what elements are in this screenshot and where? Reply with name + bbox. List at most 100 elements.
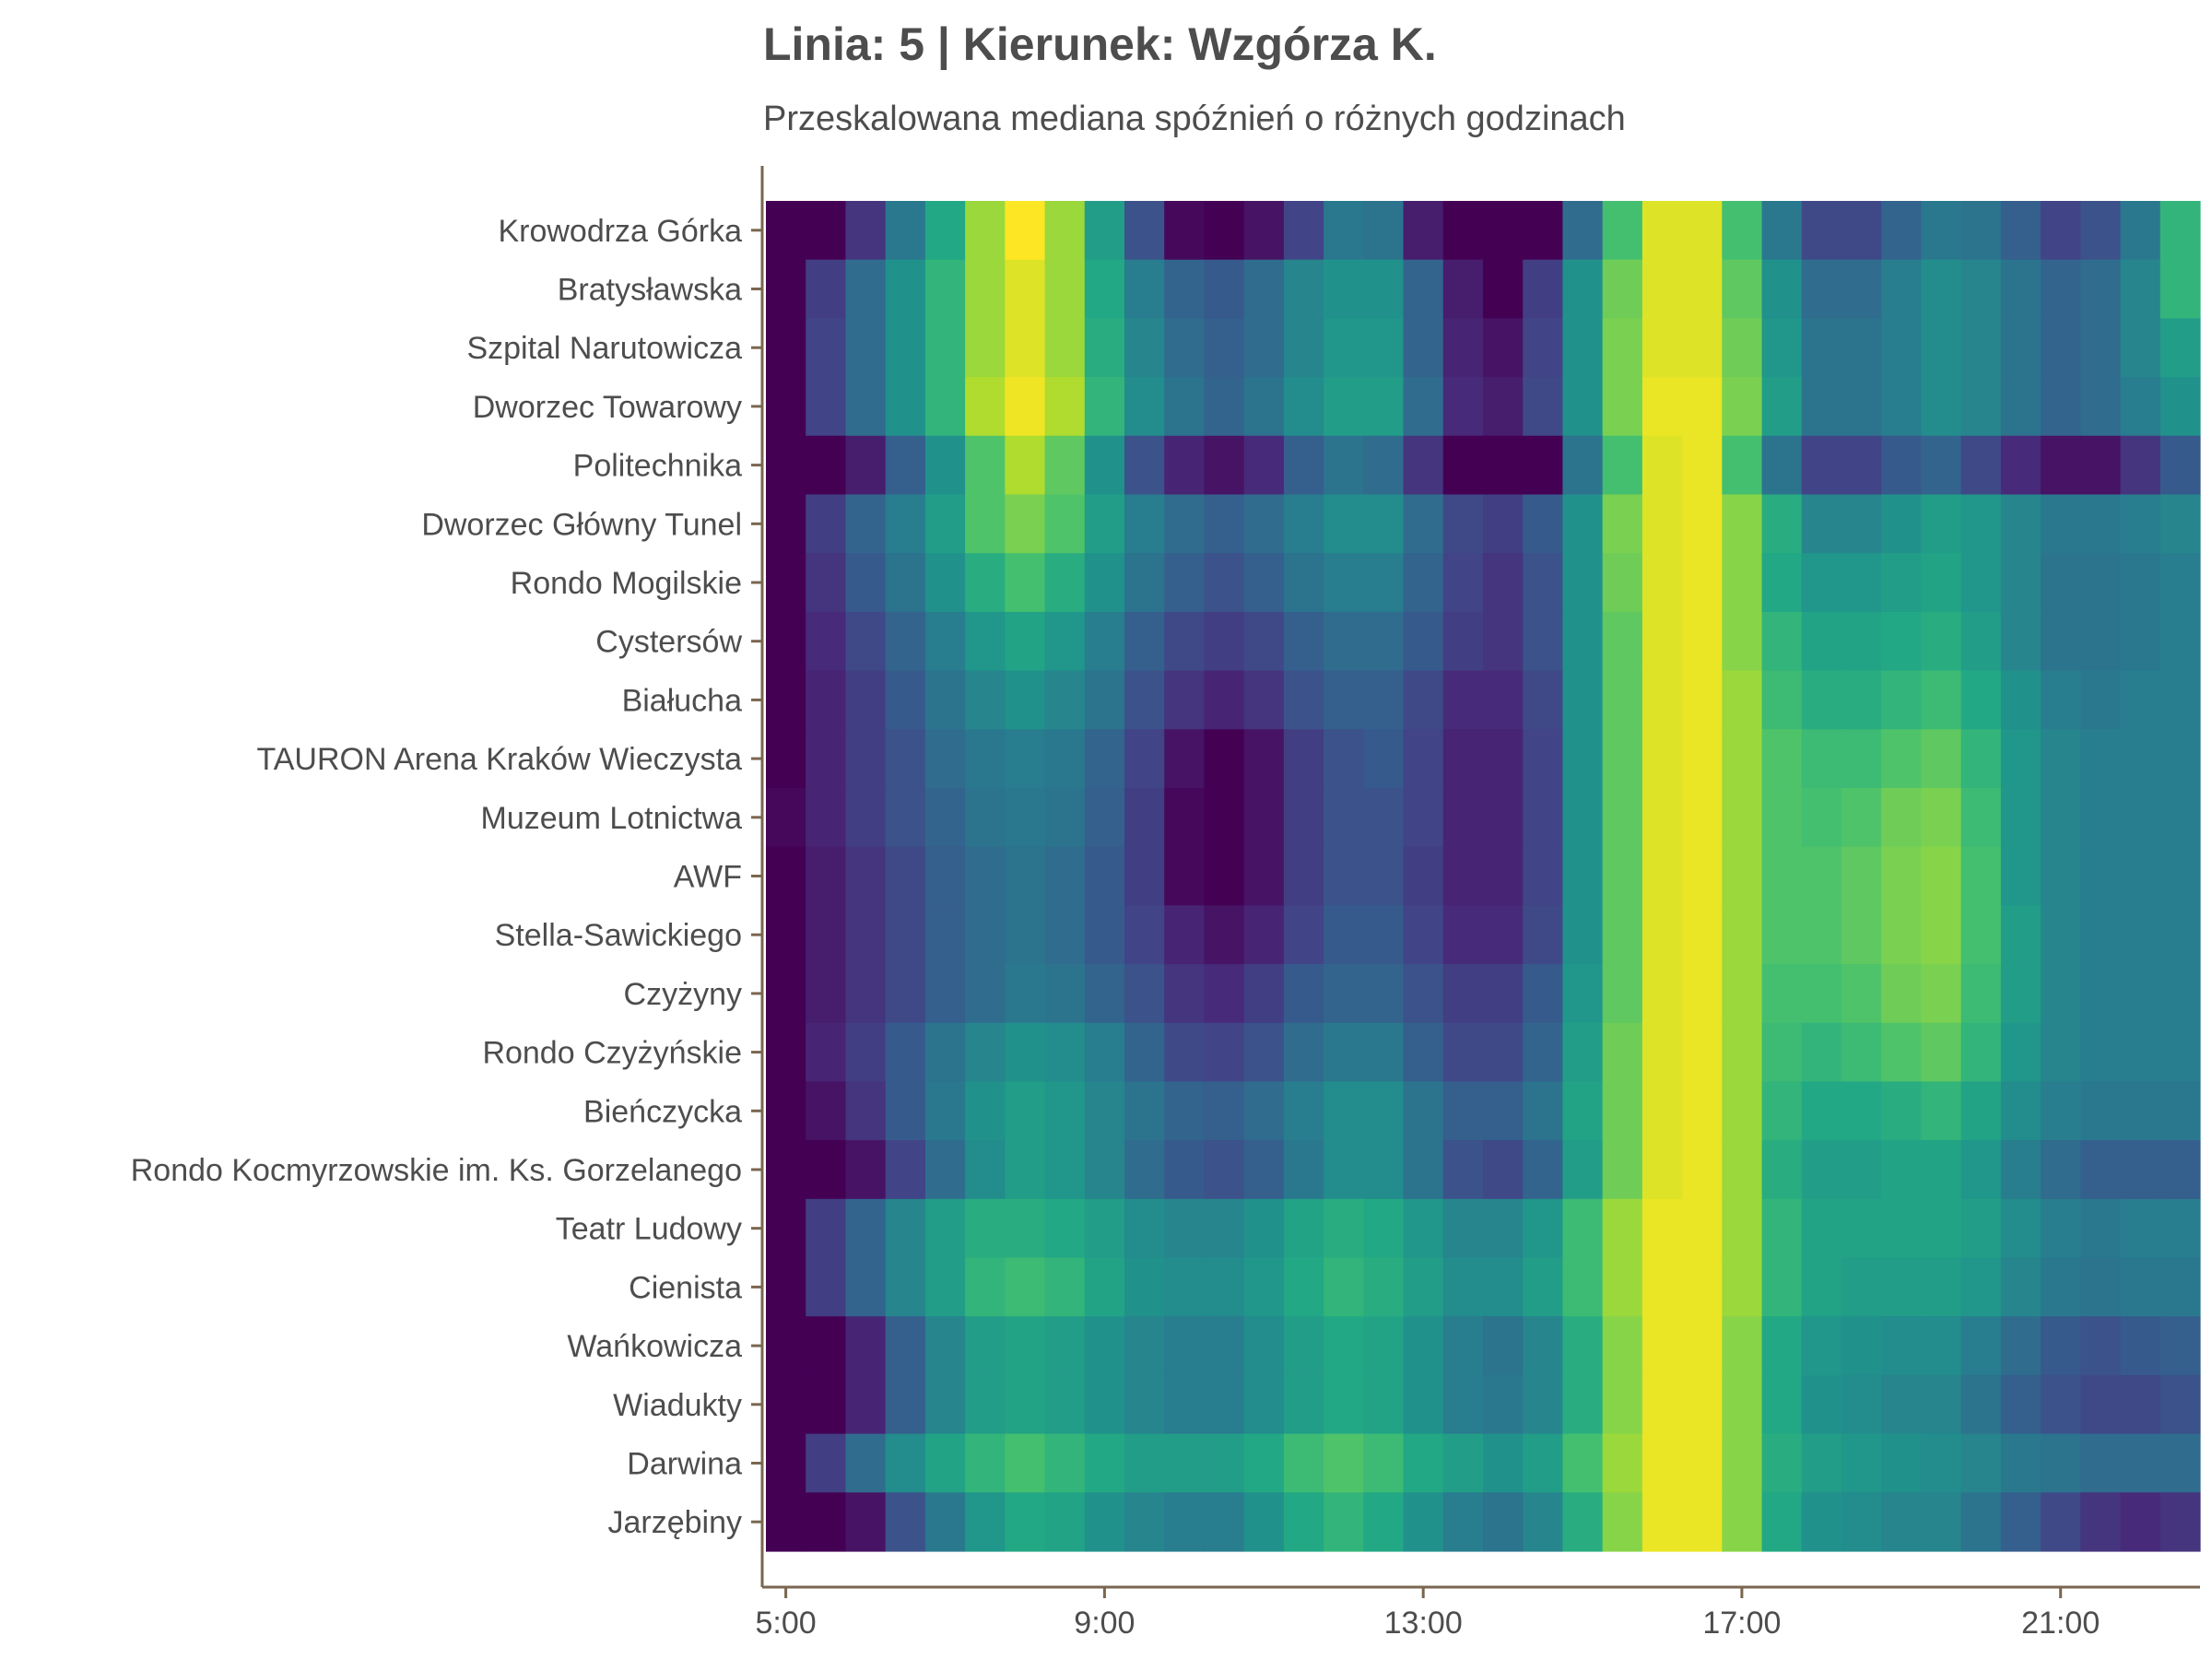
heatmap-cell: [1403, 787, 1444, 848]
heatmap-cell: [1442, 1140, 1484, 1200]
heatmap-cell: [1403, 1022, 1444, 1083]
heatmap-cell: [2041, 611, 2081, 672]
heatmap-cell: [1722, 1081, 1763, 1141]
heatmap-cell: [2080, 729, 2122, 789]
heatmap-cell: [1044, 201, 1086, 261]
heatmap-cell: [2000, 553, 2041, 613]
heatmap-cell: [1044, 1433, 1086, 1493]
heatmap-cell: [1084, 1140, 1125, 1200]
heatmap-cell: [1164, 1022, 1206, 1083]
heatmap-cell: [1164, 1140, 1206, 1200]
heatmap-cell: [1084, 1492, 1125, 1552]
heatmap-cell: [1761, 553, 1803, 613]
heatmap-cell: [1722, 435, 1763, 496]
heatmap-cell: [1124, 964, 1165, 1024]
heatmap-cell: [1523, 1081, 1564, 1141]
heatmap-cell: [1164, 259, 1206, 319]
heatmap-cell: [1682, 729, 1723, 789]
heatmap-cell: [1562, 611, 1604, 672]
heatmap-cell: [1005, 1081, 1046, 1141]
heatmap-cell: [1921, 259, 1962, 319]
heatmap-cell: [965, 318, 1006, 378]
heatmap-cell: [1483, 846, 1524, 906]
heatmap-cell: [1602, 259, 1643, 319]
heatmap-cell: [1960, 201, 2002, 261]
heatmap-cell: [1164, 1257, 1206, 1317]
heatmap-cell: [1044, 1081, 1086, 1141]
heatmap-cell: [1044, 1257, 1086, 1317]
heatmap-cell: [806, 1140, 847, 1200]
heatmap-cell: [2120, 905, 2161, 965]
heatmap-cell: [2041, 201, 2081, 261]
heatmap-cell: [2000, 1022, 2041, 1083]
heatmap-cell: [1761, 1257, 1803, 1317]
heatmap-cell: [2159, 611, 2201, 672]
heatmap-cell: [1243, 729, 1285, 789]
heatmap-cell: [1641, 318, 1683, 378]
heatmap-cell: [845, 377, 887, 437]
heatmap-cell: [766, 1433, 806, 1493]
heatmap-cell: [2159, 1140, 2201, 1200]
heatmap-cell: [1682, 318, 1723, 378]
heatmap-cell: [2080, 1081, 2122, 1141]
heatmap-cell: [2041, 1140, 2081, 1200]
heatmap-cell: [1761, 787, 1803, 848]
heatmap-cell: [2080, 1433, 2122, 1493]
heatmap-cell: [1841, 1022, 1882, 1083]
heatmap-cell: [1921, 201, 1962, 261]
heatmap-cell: [1881, 201, 1923, 261]
heatmap-cell: [1881, 1316, 1923, 1376]
heatmap-cell: [1761, 1022, 1803, 1083]
heatmap-cell: [1562, 846, 1604, 906]
heatmap-cell: [806, 494, 847, 554]
heatmap-cell: [1801, 1374, 1842, 1435]
heatmap-cell: [1124, 670, 1165, 730]
heatmap-cell: [1005, 611, 1046, 672]
heatmap-cell: [885, 964, 926, 1024]
heatmap-cell: [2080, 905, 2122, 965]
heatmap-cell: [2000, 494, 2041, 554]
heatmap-cell: [1324, 553, 1364, 613]
heatmap-cell: [1243, 435, 1285, 496]
heatmap-cell: [1523, 494, 1564, 554]
heatmap-cell: [845, 1492, 887, 1552]
heatmap-cell: [1801, 377, 1842, 437]
heatmap-cell: [1084, 1433, 1125, 1493]
heatmap-cell: [1841, 377, 1882, 437]
heatmap-cell: [885, 1374, 926, 1435]
heatmap-cell: [965, 1433, 1006, 1493]
heatmap-cell: [1005, 1022, 1046, 1083]
x-axis-labels: 5:00 9:00 13:00 17:00 21:00: [756, 1587, 2100, 1641]
heatmap-cell: [1005, 964, 1046, 1024]
heatmap-cell: [1602, 1316, 1643, 1376]
heatmap-cell: [885, 1257, 926, 1317]
heatmap-cell: [1801, 905, 1842, 965]
heatmap-cell: [2000, 435, 2041, 496]
heatmap-cell: [1841, 494, 1882, 554]
heatmap-cell: [1164, 494, 1206, 554]
heatmap-cell: [2000, 1198, 2041, 1259]
heatmap-cell: [1363, 846, 1405, 906]
heatmap-cell: [1682, 1374, 1723, 1435]
heatmap-cell: [1084, 846, 1125, 906]
heatmap-cell: [845, 1081, 887, 1141]
heatmap-cell: [1124, 1374, 1165, 1435]
heatmap-cell: [1523, 1316, 1564, 1376]
heatmap-cell: [1921, 494, 1962, 554]
heatmap-cell: [2041, 964, 2081, 1024]
heatmap-cell: [1562, 1316, 1604, 1376]
heatmap-cell: [766, 553, 806, 613]
heatmap-cell: [1324, 377, 1364, 437]
heatmap-cell: [2041, 905, 2081, 965]
heatmap-cell: [2000, 846, 2041, 906]
heatmap-cell: [1881, 1492, 1923, 1552]
heatmap-cell: [1363, 729, 1405, 789]
heatmap-cell: [1442, 1433, 1484, 1493]
heatmap-cell: [1164, 846, 1206, 906]
heatmap-cell: [1881, 1081, 1923, 1141]
heatmap-cell: [1005, 259, 1046, 319]
heatmap-cell: [1164, 1492, 1206, 1552]
heatmap-cell: [1881, 846, 1923, 906]
heatmap-cell: [1204, 846, 1245, 906]
